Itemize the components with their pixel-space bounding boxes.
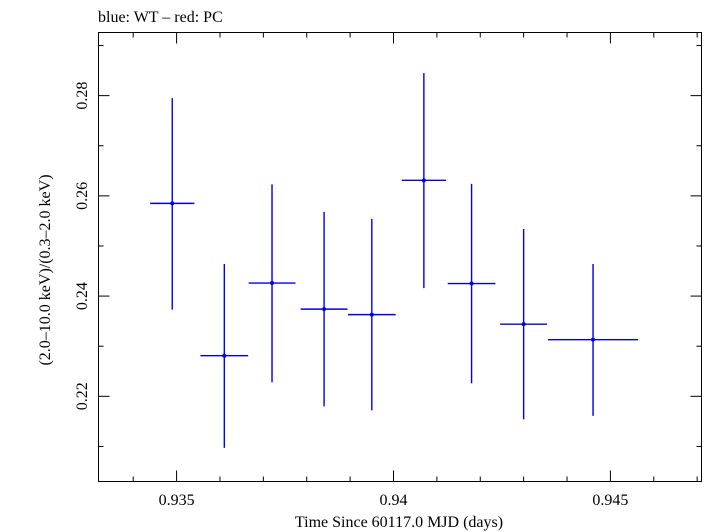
- y-tick-label: 0.28: [74, 82, 91, 110]
- data-point: [401, 73, 446, 289]
- data-point: [547, 264, 639, 416]
- data-point: [347, 218, 396, 411]
- data-marker: [469, 281, 474, 286]
- data-point: [150, 98, 195, 310]
- y-tick-label: 0.26: [74, 182, 91, 210]
- y-tick-label: 0.24: [74, 282, 91, 310]
- y-axis-label: (2.0–10.0 keV)/(0.3–2.0 keV): [37, 174, 54, 365]
- data-marker: [170, 201, 175, 206]
- x-tick-label: 0.945: [592, 492, 628, 509]
- data-marker: [521, 322, 526, 327]
- data-point: [500, 228, 548, 420]
- data-marker: [270, 281, 275, 286]
- data-marker: [369, 312, 374, 317]
- plot-frame: [98, 32, 702, 482]
- data-point: [248, 184, 296, 383]
- data-points: [150, 73, 639, 448]
- data-marker: [591, 337, 596, 342]
- data-marker: [222, 353, 227, 358]
- x-tick-label: 0.94: [379, 492, 407, 509]
- x-tick-label: 0.935: [159, 492, 195, 509]
- data-marker: [421, 178, 426, 183]
- data-point: [447, 183, 496, 384]
- y-tick-label: 0.22: [74, 382, 91, 410]
- x-axis-label: Time Since 60117.0 MJD (days): [295, 514, 503, 531]
- data-point: [300, 211, 348, 407]
- axis-ticks: 0.935 0.94 0.945 0.22 0.24 0.26 0.28: [74, 32, 702, 509]
- chart-title: blue: WT – red: PC: [98, 9, 223, 26]
- data-point: [200, 264, 249, 448]
- data-marker: [322, 307, 327, 312]
